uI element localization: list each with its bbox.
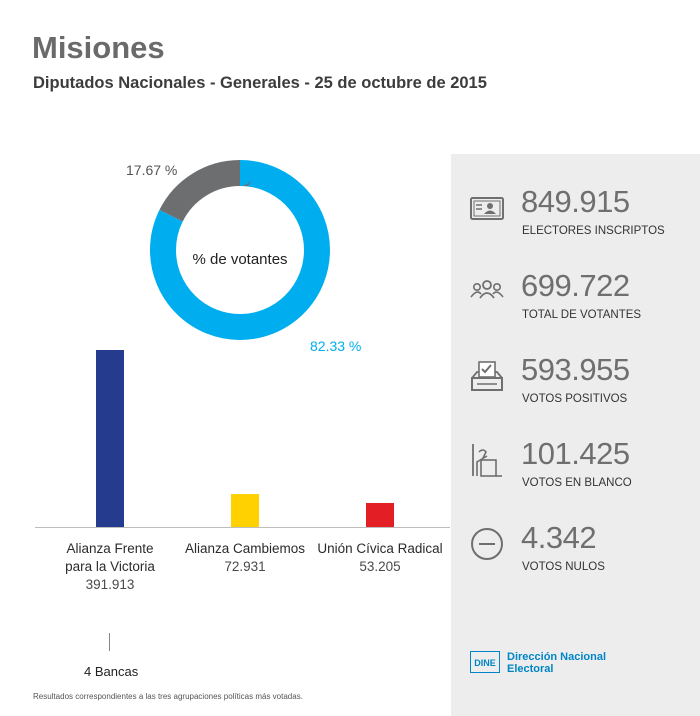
category-name-cambiemos: Alianza Cambiemos xyxy=(184,541,306,556)
bar-ucr xyxy=(366,502,394,527)
footnote: Resultados correspondientes a las tres a… xyxy=(33,692,303,701)
stat-positivos: 593.955 VOTOS POSITIVOS xyxy=(451,352,700,426)
dine-logo-text: Dirección Nacional Electoral xyxy=(507,651,617,675)
null-vote-icon xyxy=(471,528,503,560)
category-value-cambiemos: 72.931 xyxy=(224,559,266,574)
stat-nulos-value: 4.342 xyxy=(521,520,597,555)
page-subtitle: Diputados Nacionales - Generales - 25 de… xyxy=(33,74,487,92)
stat-votantes: 699.722 TOTAL DE VOTANTES xyxy=(451,268,700,342)
donut-slice-non-voters xyxy=(150,160,330,340)
stat-positivos-value: 593.955 xyxy=(521,352,630,387)
seats-tick xyxy=(109,633,110,651)
voter-turnout-donut xyxy=(150,160,330,340)
stat-nulos-label: VOTOS NULOS xyxy=(522,561,605,573)
category-label-cambiemos: Alianza Cambiemos 72.931 xyxy=(170,540,320,576)
slice-label-non-voters: 17.67 % xyxy=(126,162,178,178)
category-name-ucr: Unión Cívica Radical xyxy=(317,541,443,556)
category-label-ucr: Unión Cívica Radical 53.205 xyxy=(305,540,455,576)
bar-alianza-cambiemos xyxy=(231,494,259,527)
stat-nulos: 4.342 VOTOS NULOS xyxy=(451,520,700,594)
dine-name-line1: Dirección Nacional xyxy=(507,651,607,663)
stat-blanco-value: 101.425 xyxy=(521,436,630,471)
seats-label: 4 Bancas xyxy=(84,664,139,679)
stat-electores-value: 849.915 xyxy=(521,184,630,219)
category-name-fpv-line2: para la Victoria xyxy=(65,559,155,574)
dine-logo-box: DINE xyxy=(470,651,500,673)
slice-label-voters: 82.33 % xyxy=(310,338,362,354)
stat-positivos-label: VOTOS POSITIVOS xyxy=(522,393,628,405)
party-votes-bar-chart xyxy=(35,350,450,528)
stat-electores: 849.915 ELECTORES INSCRIPTOS xyxy=(451,184,700,258)
id-card-icon xyxy=(470,197,504,220)
blank-vote-icon xyxy=(472,444,502,477)
page-title: Misiones xyxy=(32,30,165,65)
ballot-box-icon xyxy=(471,361,503,391)
dine-logo: DINE Dirección Nacional Electoral xyxy=(470,651,610,675)
stat-electores-label: ELECTORES INSCRIPTOS xyxy=(522,225,665,237)
stat-blanco: 101.425 VOTOS EN BLANCO xyxy=(451,436,700,510)
bar-alianza-fpv xyxy=(96,350,124,527)
category-value-fpv: 391.913 xyxy=(85,577,135,592)
dine-name-line2: Electoral xyxy=(507,663,554,675)
people-icon xyxy=(470,280,504,299)
stat-votantes-label: TOTAL DE VOTANTES xyxy=(522,309,642,321)
donut-center-label: % de votantes xyxy=(192,251,288,268)
stat-blanco-label: VOTOS EN BLANCO xyxy=(522,477,632,489)
category-name-fpv-line1: Alianza Frente xyxy=(66,541,154,556)
stat-votantes-value: 699.722 xyxy=(521,268,630,303)
stats-panel: 849.915 ELECTORES INSCRIPTOS 699.722 TOT… xyxy=(451,154,700,716)
category-label-fpv: Alianza Frente para la Victoria 391.913 xyxy=(35,540,185,594)
category-value-ucr: 53.205 xyxy=(359,559,401,574)
